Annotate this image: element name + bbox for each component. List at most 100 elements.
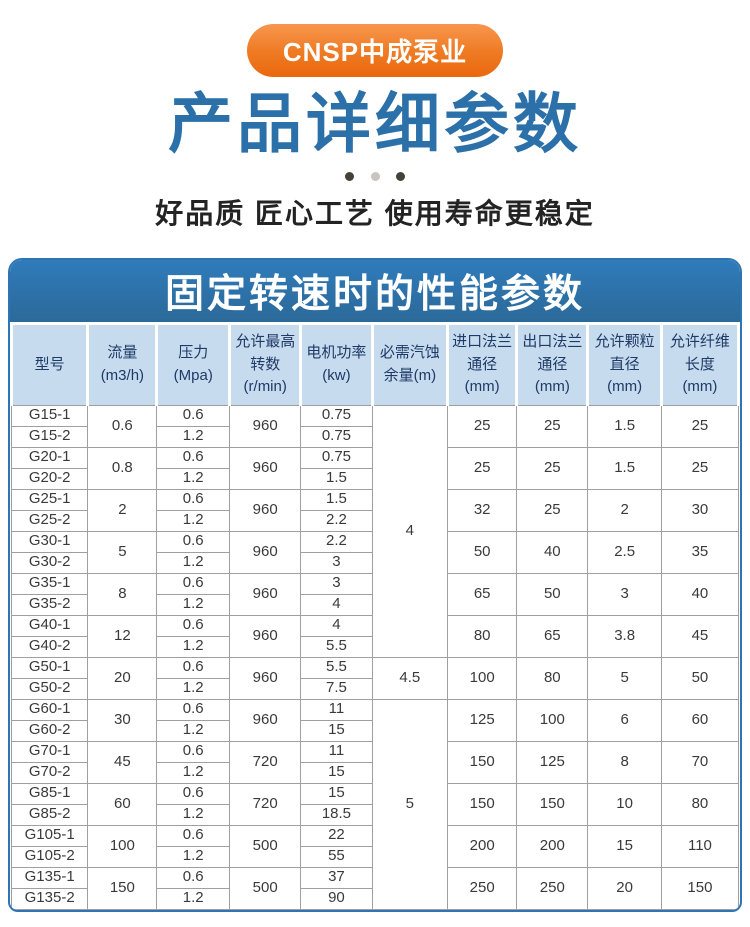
cell-model: G15-2 (10, 425, 89, 448)
table-row: G15-2 1.2 0.75 (10, 425, 739, 448)
cell-model: G60-1 (10, 698, 89, 721)
cell-inlet-flange: 50 (447, 530, 518, 574)
cell-particle-diameter: 2.5 (587, 530, 662, 574)
cell-flow: 0.8 (87, 446, 158, 490)
cell-fiber-length: 40 (660, 572, 740, 616)
column-header-max-speed: 允许最高 转数 (r/min) (228, 322, 303, 406)
cell-motor-power: 18.5 (300, 803, 373, 826)
cell-particle-diameter: 8 (587, 740, 662, 784)
cell-motor-power: 1.5 (300, 488, 373, 511)
spec-table: 型号 流量 (m3/h) 压力 (Mpa) 允许最高 转数 (r/min) 电机功率 (kw) 必需… (10, 322, 740, 910)
cell-fiber-length: 30 (660, 488, 740, 532)
cell-model: G50-1 (10, 656, 89, 679)
cell-npsh: 4.5 (371, 656, 449, 700)
cell-pressure: 1.2 (156, 803, 231, 826)
cell-max-speed: 960 (229, 614, 302, 658)
column-header-flow: 流量 (m3/h) (86, 322, 159, 406)
column-header-particle: 允许颗粒 直径 (mm) (586, 322, 663, 406)
cell-particle-diameter: 20 (587, 866, 662, 910)
cell-pressure: 0.6 (156, 530, 231, 553)
cell-pressure: 1.2 (156, 635, 231, 658)
cell-pressure: 0.6 (156, 824, 231, 847)
page-title: 产品详细参数 (167, 87, 582, 160)
cell-particle-diameter: 6 (587, 698, 662, 742)
page-subtitle: 好品质 匠心工艺 使用寿命更稳定 (155, 198, 595, 230)
cell-flow: 5 (87, 530, 158, 574)
page-header: CNSP中成泵业 产品详细参数 好品质 匠心工艺 使用寿命更稳定 (0, 0, 750, 232)
cell-flow: 0.6 (87, 404, 158, 448)
cell-max-speed: 960 (229, 698, 302, 742)
table-row: G50-2 1.2 7.5 (10, 677, 739, 700)
cell-model: G15-1 (10, 404, 89, 427)
cell-particle-diameter: 15 (587, 824, 662, 868)
cell-pressure: 1.2 (156, 845, 231, 868)
cell-outlet-flange: 125 (516, 740, 589, 784)
cell-outlet-flange: 50 (516, 572, 589, 616)
cell-pressure: 1.2 (156, 593, 231, 616)
cell-pressure: 0.6 (156, 656, 231, 679)
panel-banner-title: 固定转速时的性能参数 (10, 260, 740, 323)
cell-pressure: 1.2 (156, 551, 231, 574)
cell-pressure: 0.6 (156, 488, 231, 511)
cell-fiber-length: 45 (660, 614, 740, 658)
cell-motor-power: 2.2 (300, 509, 373, 532)
cell-motor-power: 37 (300, 866, 373, 889)
cell-inlet-flange: 250 (447, 866, 518, 910)
cell-model: G40-2 (10, 635, 89, 658)
cell-inlet-flange: 150 (447, 740, 518, 784)
table-row: G60-1 30 0.6 960 11 5 125 100 6 60 (10, 698, 740, 910)
cell-flow: 12 (87, 614, 158, 658)
cell-npsh: 4 (371, 404, 449, 658)
cell-model: G85-2 (10, 803, 89, 826)
cell-pressure: 0.6 (156, 446, 231, 469)
table-row: G35-1 8 0.6 960 3 65 50 3 40 (10, 572, 740, 616)
cell-fiber-length: 70 (660, 740, 740, 784)
cell-max-speed: 960 (229, 572, 302, 616)
table-row: G15-1 0.6 0.6 960 0.75 4 25 25 1.5 25 (10, 404, 740, 658)
cell-max-speed: 720 (229, 782, 302, 826)
cell-model: G20-2 (10, 467, 89, 490)
cell-pressure: 1.2 (156, 509, 231, 532)
cell-motor-power: 11 (300, 698, 373, 721)
cell-particle-diameter: 1.5 (587, 404, 662, 448)
cell-motor-power: 1.5 (300, 467, 373, 490)
table-row: G105-1 100 0.6 500 22 200 200 15 110 (10, 824, 740, 868)
cell-pressure: 0.6 (156, 782, 231, 805)
cell-fiber-length: 35 (660, 530, 740, 574)
cell-motor-power: 4 (300, 593, 373, 616)
cell-inlet-flange: 25 (447, 446, 518, 490)
cell-pressure: 1.2 (156, 887, 231, 910)
table-row: G40-2 1.2 5.5 (10, 635, 739, 658)
cell-npsh: 5 (371, 698, 449, 910)
cell-max-speed: 960 (229, 656, 302, 700)
cell-particle-diameter: 5 (587, 656, 662, 700)
cell-inlet-flange: 32 (447, 488, 518, 532)
cell-motor-power: 3 (300, 572, 373, 595)
cell-motor-power: 15 (300, 761, 373, 784)
cell-motor-power: 2.2 (300, 530, 373, 553)
cell-pressure: 1.2 (156, 467, 231, 490)
cell-inlet-flange: 80 (447, 614, 518, 658)
spec-table-header-row: 型号 流量 (m3/h) 压力 (Mpa) 允许最高 转数 (r/min) 电机功率 (kw) 必需… (10, 322, 740, 406)
cell-motor-power: 5.5 (300, 635, 373, 658)
cell-flow: 30 (87, 698, 158, 742)
column-header-inlet-flange: 进口法兰 通径 (mm) (446, 322, 519, 406)
cell-fiber-length: 25 (660, 446, 740, 490)
cell-inlet-flange: 200 (447, 824, 518, 868)
cell-outlet-flange: 25 (516, 446, 589, 490)
cell-pressure: 0.6 (156, 572, 231, 595)
cell-motor-power: 4 (300, 614, 373, 637)
cell-model: G35-2 (10, 593, 89, 616)
column-header-fiber: 允许纤维 长度 (mm) (659, 322, 740, 406)
cell-outlet-flange: 25 (516, 488, 589, 532)
cell-fiber-length: 110 (660, 824, 740, 868)
table-row: G135-2 1.2 90 (10, 887, 739, 910)
cell-flow: 60 (87, 782, 158, 826)
cell-particle-diameter: 1.5 (587, 446, 662, 490)
table-row: G25-2 1.2 2.2 (10, 509, 739, 532)
table-row: G70-1 45 0.6 720 11 150 125 8 70 (10, 740, 740, 784)
cell-fiber-length: 80 (660, 782, 740, 826)
cell-model: G25-2 (10, 509, 89, 532)
table-row: G25-1 2 0.6 960 1.5 32 25 2 30 (10, 488, 740, 532)
table-row: G30-1 5 0.6 960 2.2 50 40 2.5 35 (10, 530, 740, 574)
